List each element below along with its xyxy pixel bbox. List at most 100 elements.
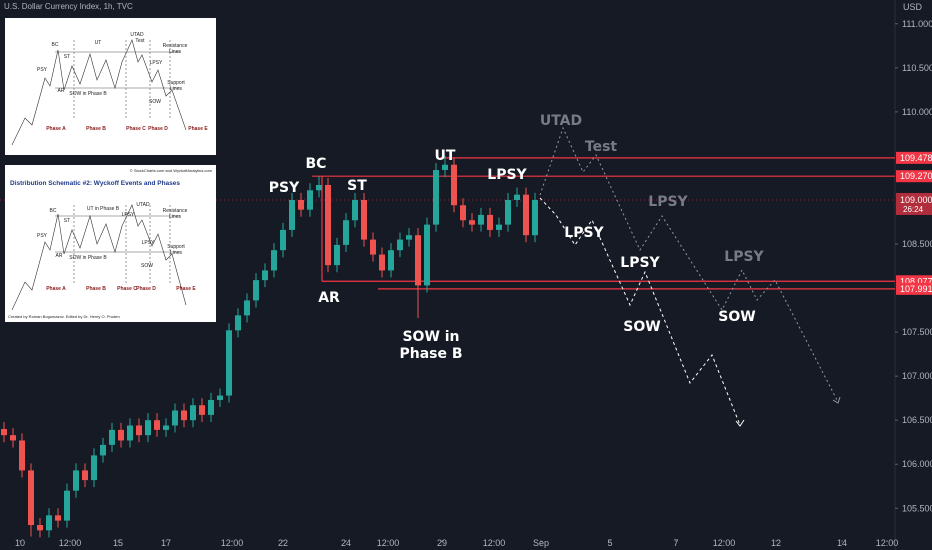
- candle-body: [514, 194, 520, 200]
- projection-white: [539, 197, 741, 426]
- candle-body: [262, 270, 268, 281]
- candle-body: [298, 199, 304, 210]
- candle-body: [100, 444, 106, 456]
- x-tick-label: Sep: [533, 538, 549, 548]
- annotation: LPSY: [724, 249, 764, 265]
- inset-label: SOW in Phase B: [69, 255, 107, 261]
- candle-body: [334, 244, 340, 266]
- candle-body: [46, 515, 52, 531]
- inset-label: Resistance: [163, 43, 188, 49]
- inset-label: Test: [135, 38, 145, 44]
- candle-body: [487, 214, 493, 230]
- price-unit: USD: [903, 2, 923, 12]
- annotation: SOW: [623, 319, 660, 335]
- arrow-head: [832, 396, 841, 404]
- y-tick-label: 111.000: [902, 19, 932, 29]
- x-tick-label: 12:00: [876, 538, 899, 548]
- annotation: Phase B: [399, 346, 462, 362]
- inset-label: Support: [167, 80, 185, 86]
- x-tick-label: 5: [607, 538, 612, 548]
- inset-label: Lines: [170, 250, 182, 256]
- inset-frame: [5, 18, 216, 155]
- chart-title: U.S. Dollar Currency Index, 1h, TVC: [4, 2, 133, 11]
- inset-label: UT in Phase B: [87, 206, 120, 212]
- annotation: AR: [318, 290, 340, 306]
- candle-body: [343, 220, 349, 245]
- inset-label: Phase E: [176, 286, 196, 292]
- candle-body: [406, 235, 412, 240]
- countdown-label: 26:24: [903, 205, 924, 214]
- candle-body: [190, 405, 196, 421]
- x-tick-label: 12: [771, 538, 781, 548]
- inset-label: UTAD: [136, 202, 150, 208]
- candle-body: [361, 199, 367, 240]
- y-tick-label: 110.500: [902, 63, 932, 73]
- annotation: LPSY: [648, 194, 688, 210]
- candle-body: [109, 429, 115, 445]
- level-label: 109.270: [900, 171, 932, 181]
- inset-top: [5, 18, 216, 155]
- level-label: 108.077: [900, 276, 932, 286]
- y-tick-label: 110.000: [902, 107, 932, 117]
- candle-body: [532, 199, 538, 236]
- x-tick-label: 24: [341, 538, 351, 548]
- inset-label: LPSY: [122, 212, 135, 218]
- x-tick-label: 15: [113, 538, 123, 548]
- annotation: PSY: [269, 180, 300, 196]
- inset-label: UT: [95, 40, 102, 46]
- plot-area: [0, 126, 895, 538]
- x-tick-label: 12:00: [59, 538, 82, 548]
- x-tick-label: 12:00: [221, 538, 244, 548]
- inset-title: Distribution Schematic #2: Wyckoff Event…: [10, 180, 180, 187]
- inset-label: SOW: [149, 99, 161, 105]
- inset-label: Phase C: [126, 126, 146, 132]
- candle-body: [145, 420, 151, 436]
- current-price-box: [896, 192, 932, 215]
- x-tick-label: 12:00: [713, 538, 736, 548]
- candle-body: [451, 164, 457, 206]
- candle-body: [91, 455, 97, 481]
- candle-body: [316, 184, 322, 191]
- candle-body: [199, 405, 205, 415]
- candle-body: [325, 184, 331, 266]
- candle-body: [415, 235, 421, 286]
- inset-label: SOW: [141, 263, 153, 269]
- inset-source: © StockCharts.com and WyckoffAnalytics.c…: [130, 168, 213, 173]
- candle-body: [73, 470, 79, 491]
- inset-label: UTAD: [130, 32, 144, 38]
- candle-body: [370, 239, 376, 255]
- inset-label: BC: [50, 208, 57, 214]
- candle-body: [397, 239, 403, 251]
- annotation: LPSY: [564, 225, 604, 241]
- candle-body: [388, 250, 394, 271]
- candle-body: [496, 224, 502, 230]
- inset-credit: Created by Roman Bogomazov. Edited by Dr…: [8, 314, 120, 319]
- inset-label: Lines: [169, 49, 181, 55]
- inset-label: ST: [64, 218, 70, 224]
- candle-body: [10, 435, 16, 441]
- x-tick-label: 7: [673, 538, 678, 548]
- y-tick-label: 107.000: [902, 371, 932, 381]
- candle-body: [37, 525, 43, 531]
- annotation: SOW: [718, 309, 755, 325]
- candle-body: [235, 315, 241, 331]
- candle-body: [289, 199, 295, 230]
- candle-body: [469, 220, 475, 225]
- inset-label: Phase A: [46, 286, 66, 292]
- candle-body: [424, 224, 430, 286]
- inset-label: Phase D: [148, 126, 168, 132]
- arrow-head: [735, 419, 745, 427]
- candle-body: [163, 425, 169, 430]
- inset-label: Phase D: [136, 286, 156, 292]
- inset-label: ST: [64, 54, 70, 60]
- inset-label: Support: [167, 244, 185, 250]
- inset-label: SOW in Phase B: [69, 91, 107, 97]
- candle-body: [118, 429, 124, 441]
- projection-gray: [539, 126, 839, 403]
- inset-label: LPSY: [142, 240, 155, 246]
- x-tick-label: 10: [15, 538, 25, 548]
- candle-body: [280, 229, 286, 251]
- candle-body: [217, 395, 223, 400]
- inset-label: Phase C: [117, 286, 137, 292]
- inset-bottom: [5, 165, 216, 322]
